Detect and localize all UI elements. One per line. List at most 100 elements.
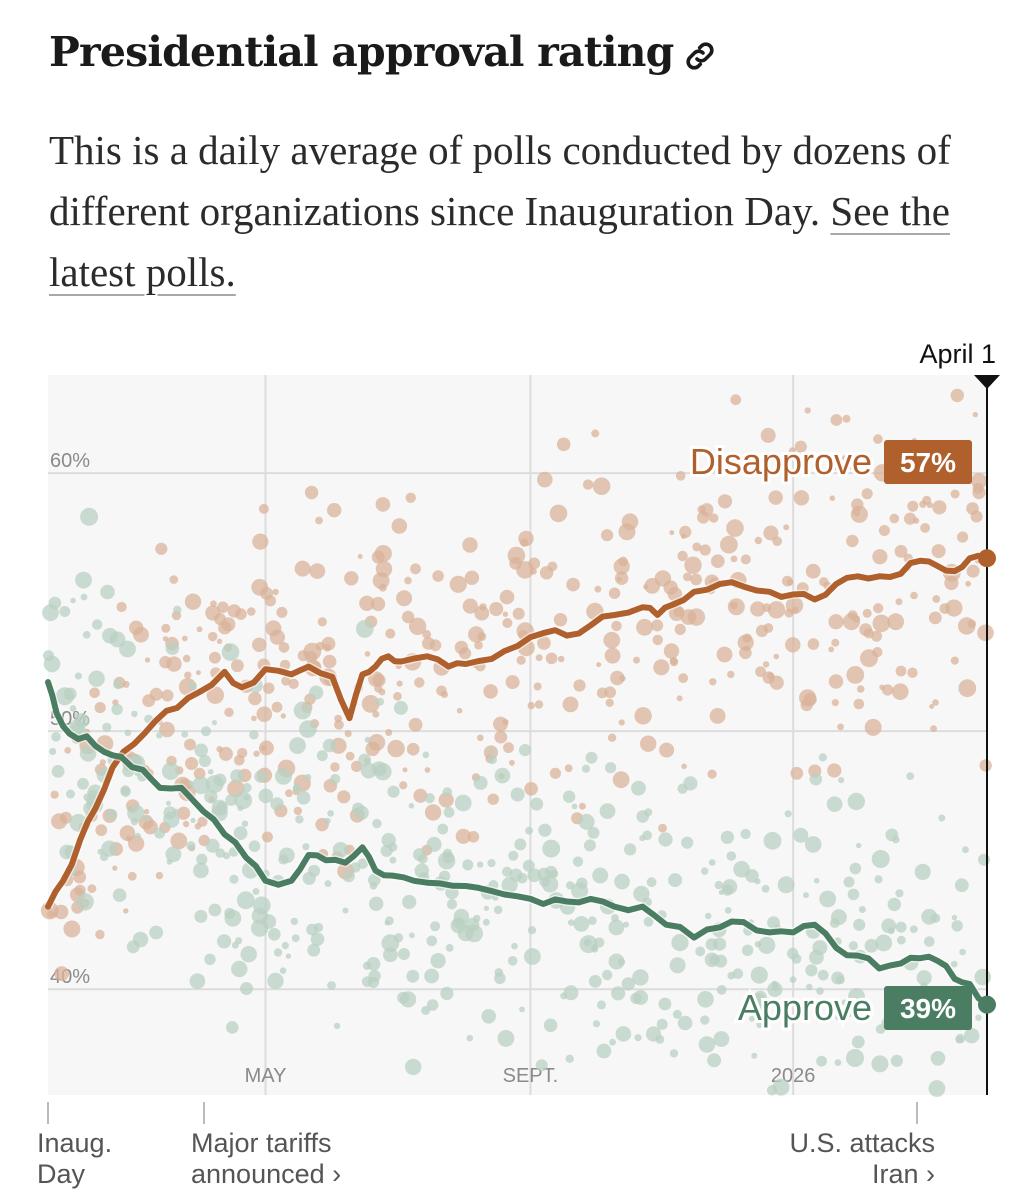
poll-dot <box>527 701 535 710</box>
poll-dot <box>873 434 883 444</box>
poll-dot <box>252 888 260 895</box>
poll-dot <box>292 785 298 791</box>
poll-dot <box>256 706 273 722</box>
poll-dot <box>97 848 104 855</box>
poll-dot <box>875 934 893 952</box>
poll-dot <box>389 856 397 864</box>
poll-dot <box>768 490 783 505</box>
poll-dot <box>872 549 888 565</box>
poll-dot <box>755 666 766 678</box>
poll-dot <box>663 580 678 595</box>
poll-dot <box>709 954 720 965</box>
poll-dot <box>928 1080 946 1097</box>
poll-dot <box>364 736 371 743</box>
poll-dot <box>166 800 171 806</box>
poll-dot <box>487 754 497 765</box>
poll-dot <box>80 507 99 526</box>
poll-dot <box>847 888 860 901</box>
link-icon[interactable] <box>682 38 718 74</box>
poll-dot <box>713 1031 730 1047</box>
poll-dot <box>914 863 931 881</box>
poll-dot <box>124 729 132 737</box>
poll-dot <box>355 620 374 638</box>
poll-dot <box>816 987 824 995</box>
poll-dot <box>895 921 907 933</box>
poll-dot <box>408 803 415 809</box>
poll-dot <box>788 447 796 455</box>
poll-dot <box>543 1018 558 1033</box>
poll-dot <box>644 578 661 594</box>
annotation-iran[interactable]: U.S. attacks Iran › <box>789 1128 935 1190</box>
poll-dot <box>805 964 818 977</box>
poll-dot <box>538 823 552 837</box>
poll-dot <box>155 542 168 555</box>
poll-dot <box>143 808 150 815</box>
poll-dot <box>502 618 513 628</box>
poll-dot <box>906 772 915 780</box>
poll-dot <box>273 948 283 957</box>
poll-dot <box>221 643 240 661</box>
poll-dot <box>623 921 629 928</box>
poll-dot <box>587 826 600 839</box>
poll-dot <box>910 591 918 600</box>
poll-dot <box>711 554 725 568</box>
poll-dot <box>634 1034 642 1042</box>
poll-dot <box>679 525 692 538</box>
poll-dot <box>154 827 166 839</box>
poll-dot <box>216 638 223 644</box>
poll-dot <box>473 914 481 923</box>
poll-dot <box>383 947 398 963</box>
poll-dot <box>113 679 123 690</box>
poll-dot <box>165 641 180 655</box>
poll-dot <box>720 535 738 554</box>
poll-dot <box>596 662 602 668</box>
poll-dot <box>566 577 580 592</box>
poll-dot <box>378 688 386 696</box>
poll-dot <box>803 892 809 899</box>
latest-polls-link[interactable]: See the latest polls. <box>49 188 950 295</box>
poll-dot <box>63 920 81 938</box>
poll-dot <box>315 516 323 525</box>
poll-dot <box>717 466 726 476</box>
poll-dot <box>530 797 544 811</box>
poll-dot <box>54 966 70 981</box>
value-badge-text-approve: 39% <box>900 993 956 1024</box>
poll-dot <box>231 941 239 949</box>
poll-dot <box>528 557 541 570</box>
poll-dot <box>396 590 413 607</box>
poll-dot <box>853 698 865 710</box>
poll-dot <box>932 595 941 603</box>
poll-dot <box>924 936 935 947</box>
poll-dot <box>99 852 109 862</box>
poll-dot <box>872 647 883 658</box>
annotation-tariffs[interactable]: Major tariffs announced › <box>191 1128 341 1190</box>
poll-dot <box>871 1055 889 1073</box>
poll-dot <box>155 871 164 880</box>
poll-dot <box>332 842 349 858</box>
poll-dot <box>163 811 180 828</box>
poll-dot <box>951 920 963 932</box>
poll-dot <box>760 427 776 443</box>
poll-dot <box>426 836 442 852</box>
poll-dot <box>592 477 611 495</box>
poll-dot <box>225 794 238 806</box>
poll-dot <box>437 823 449 835</box>
poll-dot <box>489 602 504 616</box>
poll-dot <box>50 790 59 799</box>
poll-dot <box>322 654 337 669</box>
poll-dot <box>242 783 252 793</box>
poll-dot <box>233 826 248 840</box>
poll-dot <box>729 601 738 610</box>
poll-dot <box>144 815 151 822</box>
poll-dot <box>231 659 244 673</box>
poll-dot <box>618 719 625 726</box>
series-end-dot-disapprove <box>978 549 996 568</box>
poll-dot <box>507 956 518 966</box>
poll-dot <box>345 751 355 761</box>
poll-dot <box>74 713 90 728</box>
poll-dot <box>426 999 439 1011</box>
poll-dot <box>362 961 372 970</box>
poll-dot <box>185 757 199 770</box>
series-line-approve <box>45 679 990 1008</box>
poll-dot <box>196 853 208 866</box>
